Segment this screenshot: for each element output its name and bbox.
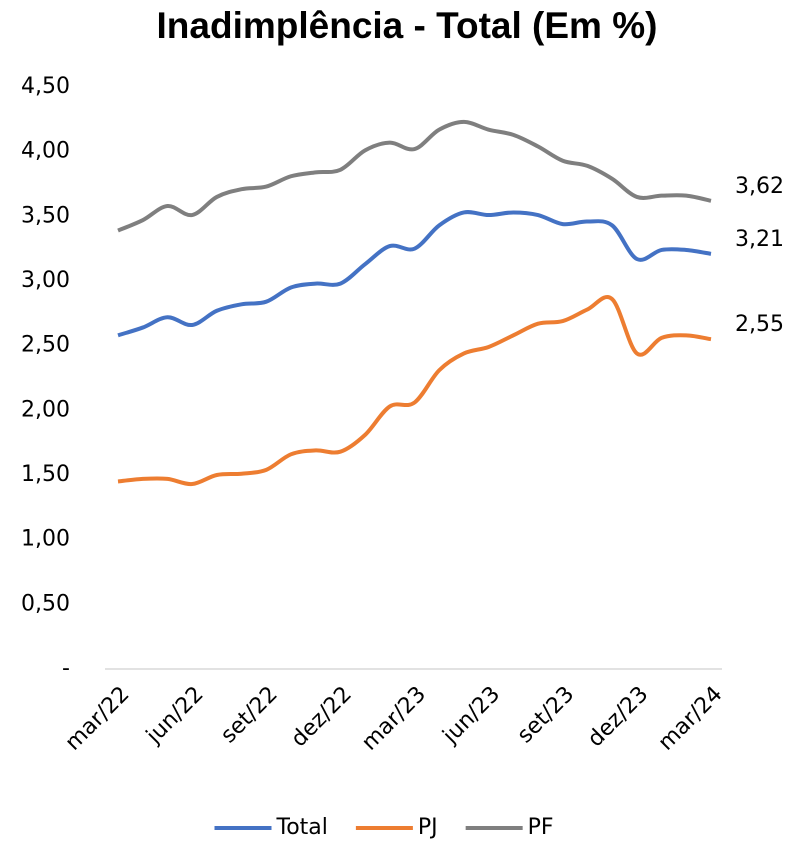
x-tick-label: mar/24 xyxy=(654,682,728,756)
x-tick-label: mar/23 xyxy=(357,682,431,756)
legend-label: PF xyxy=(528,815,554,840)
y-tick-label: 3,00 xyxy=(21,268,70,293)
series-line xyxy=(117,295,712,487)
x-tick-label: dez/23 xyxy=(583,682,653,752)
y-tick-label: 4,50 xyxy=(21,74,70,99)
y-tick-label: 1,50 xyxy=(21,462,70,487)
y-tick-label: 2,00 xyxy=(21,397,70,422)
x-tick-label: dez/22 xyxy=(287,682,357,752)
x-tick-label: jun/22 xyxy=(141,682,208,749)
data-label: 3,21 xyxy=(735,227,784,252)
y-tick-label: 4,00 xyxy=(21,139,70,164)
x-tick-label: set/22 xyxy=(216,682,282,748)
y-tick-label: 1,00 xyxy=(21,527,70,552)
y-tick-label: - xyxy=(62,656,70,681)
x-tick-label: jun/23 xyxy=(438,682,505,749)
data-label: 3,62 xyxy=(735,174,784,199)
x-tick-label: mar/22 xyxy=(61,682,135,756)
series-line xyxy=(117,210,712,338)
legend-label: Total xyxy=(276,815,328,840)
y-tick-label: 2,50 xyxy=(21,333,70,358)
legend-label: PJ xyxy=(418,815,438,840)
x-tick-label: set/23 xyxy=(513,682,579,748)
chart-title: Inadimplência - Total (Em %) xyxy=(157,5,658,46)
y-tick-label: 0,50 xyxy=(21,591,70,616)
data-label: 2,55 xyxy=(735,312,784,337)
y-tick-label: 3,50 xyxy=(21,203,70,228)
series-line xyxy=(117,119,712,233)
